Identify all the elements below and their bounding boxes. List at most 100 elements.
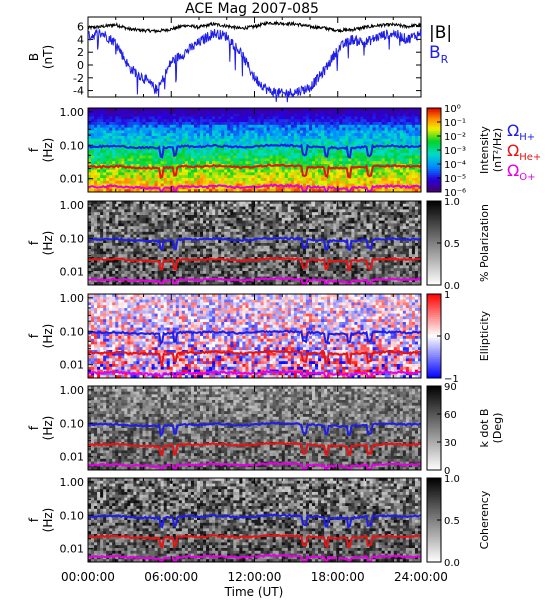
intensity-heatmap-cell xyxy=(360,113,364,117)
polarization-heatmap-cell xyxy=(414,203,419,207)
intensity-heatmap-cell xyxy=(281,166,286,170)
intensity-heatmap-cell xyxy=(336,127,340,131)
intensity-heatmap-cell xyxy=(193,183,198,187)
intensity-heatmap-cell xyxy=(187,110,192,114)
intensity-colorbar-segment xyxy=(427,129,441,132)
polarization-heatmap-cell xyxy=(236,234,240,238)
intensity-heatmap-cell xyxy=(233,155,237,159)
polarization-heatmap-cell xyxy=(281,209,286,213)
polarization-heatmap-cell xyxy=(181,226,186,230)
intensity-heatmap-cell xyxy=(190,155,195,159)
intensity-heatmap-cell xyxy=(284,136,289,140)
intensity-heatmap-cell xyxy=(299,180,304,184)
polarization-heatmap-cell xyxy=(357,201,361,205)
intensity-heatmap-cell xyxy=(296,122,301,126)
intensity-heatmap-cell xyxy=(257,172,261,176)
polarization-heatmap-cell xyxy=(172,201,177,205)
polarization-heatmap-cell xyxy=(345,231,349,235)
polarization-heatmap-cell xyxy=(224,203,228,207)
polarization-heatmap-cell xyxy=(284,201,289,205)
intensity-heatmap-cell xyxy=(142,127,146,131)
intensity-heatmap-cell xyxy=(272,189,277,193)
polarization-heatmap-cell xyxy=(251,212,255,216)
intensity-heatmap-cell xyxy=(351,127,355,131)
polarization-heatmap-cell xyxy=(321,215,325,219)
polarization-heatmap-cell xyxy=(178,223,183,227)
intensity-heatmap-cell xyxy=(417,116,422,120)
intensity-heatmap-cell xyxy=(175,172,180,176)
intensity-heatmap-cell xyxy=(266,186,271,190)
intensity-heatmap-cell xyxy=(127,136,131,140)
polarization-heatmap-cell xyxy=(272,223,277,227)
intensity-heatmap-cell xyxy=(278,189,283,193)
intensity-heatmap-cell xyxy=(139,136,143,140)
polarization-heatmap-cell xyxy=(106,203,110,207)
intensity-heatmap-cell xyxy=(411,150,416,154)
intensity-heatmap-cell xyxy=(411,116,416,120)
polarization-heatmap-cell xyxy=(190,231,195,235)
polarization-heatmap-cell xyxy=(218,220,222,224)
intensity-heatmap-cell xyxy=(136,119,140,123)
intensity-heatmap-cell xyxy=(230,166,234,170)
intensity-colorbar-segment xyxy=(427,150,441,153)
intensity-heatmap-cell xyxy=(408,158,413,162)
intensity-heatmap-cell xyxy=(154,136,159,140)
intensity-heatmap-cell xyxy=(236,166,240,170)
intensity-heatmap-cell xyxy=(296,180,301,184)
polarization-heatmap-cell xyxy=(411,209,416,213)
intensity-heatmap-cell xyxy=(212,124,216,128)
polarization-heatmap-cell xyxy=(308,223,313,227)
polarization-heatmap-cell xyxy=(136,226,140,230)
intensity-heatmap-cell xyxy=(97,136,101,140)
intensity-heatmap-cell xyxy=(269,127,274,131)
intensity-heatmap-cell xyxy=(272,178,277,182)
intensity-colorbar-segment xyxy=(427,160,441,164)
polarization-heatmap-cell xyxy=(136,220,140,224)
intensity-heatmap-cell xyxy=(245,116,249,120)
intensity-heatmap-cell xyxy=(312,124,316,128)
polarization-heatmap-cell xyxy=(224,209,228,213)
intensity-heatmap-cell xyxy=(293,180,298,184)
intensity-heatmap-cell xyxy=(154,155,159,159)
intensity-heatmap-cell xyxy=(218,138,222,142)
intensity-heatmap-cell xyxy=(354,147,358,151)
intensity-heatmap-cell xyxy=(97,152,101,156)
intensity-heatmap-cell xyxy=(206,158,210,162)
intensity-heatmap-cell xyxy=(242,180,246,184)
intensity-heatmap-cell xyxy=(151,127,155,131)
polarization-heatmap-cell xyxy=(348,229,352,233)
intensity-heatmap-cell xyxy=(278,178,283,182)
intensity-heatmap-cell xyxy=(393,108,398,112)
intensity-heatmap-cell xyxy=(157,116,162,120)
intensity-heatmap-cell xyxy=(224,155,228,159)
intensity-heatmap-cell xyxy=(163,183,168,187)
intensity-heatmap-cell xyxy=(200,158,204,162)
intensity-heatmap-cell xyxy=(378,166,383,170)
polarization-heatmap-cell xyxy=(160,215,165,219)
polarization-heatmap-cell xyxy=(163,206,168,210)
intensity-heatmap-cell xyxy=(133,183,137,187)
intensity-heatmap-cell xyxy=(106,116,110,120)
polarization-heatmap-cell xyxy=(88,237,92,241)
intensity-heatmap-cell xyxy=(206,189,210,193)
intensity-heatmap-cell xyxy=(139,144,143,148)
polarization-heatmap-cell xyxy=(221,223,225,227)
polarization-heatmap-cell xyxy=(390,209,395,213)
intensity-heatmap-cell xyxy=(169,150,174,154)
intensity-heatmap-cell xyxy=(360,183,364,187)
intensity-heatmap-cell xyxy=(405,119,410,123)
intensity-heatmap-cell xyxy=(399,133,404,137)
intensity-heatmap-cell xyxy=(414,186,419,190)
intensity-heatmap-cell xyxy=(227,124,231,128)
polarization-heatmap-cell xyxy=(287,226,292,230)
field-ylabel-unit: (nT) xyxy=(41,45,55,69)
intensity-heatmap-cell xyxy=(215,189,219,193)
legend-b-radial-text: B xyxy=(429,43,441,63)
intensity-heatmap-cell xyxy=(348,141,352,145)
intensity-heatmap-cell xyxy=(308,124,313,128)
intensity-heatmap-cell xyxy=(381,136,386,140)
intensity-heatmap-cell xyxy=(315,124,319,128)
intensity-heatmap-cell xyxy=(345,180,349,184)
intensity-heatmap-cell xyxy=(272,147,277,151)
polarization-heatmap-cell xyxy=(148,223,152,227)
